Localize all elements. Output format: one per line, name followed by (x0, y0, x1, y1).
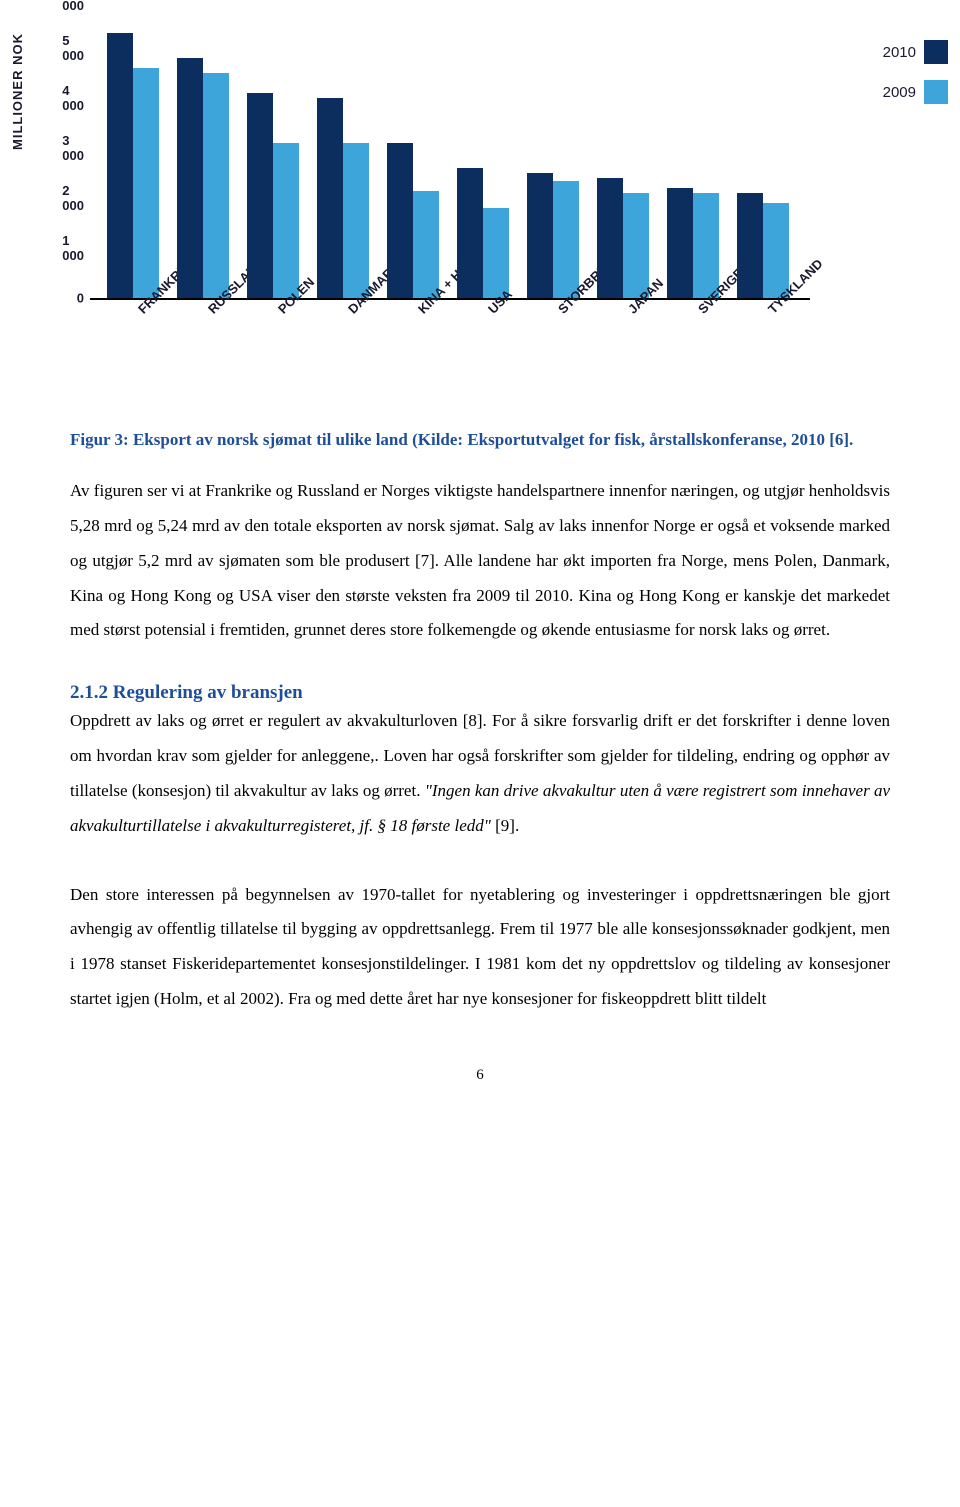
bar-group: STORBRITANNIA (527, 173, 583, 298)
bar-2010 (457, 168, 483, 298)
bar-group: JAPAN (597, 178, 653, 298)
paragraph-2: Oppdrett av laks og ørret er regulert av… (70, 704, 890, 843)
bar-2009 (343, 143, 369, 298)
bar-2010 (387, 143, 413, 298)
legend-swatch (924, 40, 948, 64)
bar-2009 (623, 193, 649, 298)
bar-2009 (413, 191, 439, 299)
bar-2010 (247, 93, 273, 298)
bar-2010 (317, 98, 343, 298)
bar-group: SVERIGE (667, 188, 723, 298)
paragraph-3: Den store interessen på begynnelsen av 1… (70, 878, 890, 1017)
bar-2009 (133, 68, 159, 298)
bar-2009 (203, 73, 229, 298)
figure-caption: Figur 3: Eksport av norsk sjømat til uli… (70, 430, 890, 450)
bar-group: TYSKLAND (737, 193, 793, 298)
bars-container: FRANKRIKERUSSLANDPOLENDANMARKKINA + HKUS… (90, 0, 810, 298)
bar-2010 (107, 33, 133, 298)
ytick-label: 0 (77, 291, 84, 306)
ytick-label: 5 000 (62, 33, 84, 63)
export-bar-chart: MILLIONER NOK FRANKRIKERUSSLANDPOLENDANM… (0, 0, 960, 420)
bar-group: POLEN (247, 93, 303, 298)
bar-group: FRANKRIKE (107, 33, 163, 298)
bar-group: DANMARK (317, 98, 373, 298)
ytick-label: 2 000 (62, 183, 84, 213)
page-number: 6 (70, 1067, 890, 1084)
ytick-label: 4 000 (62, 83, 84, 113)
bar-2009 (763, 203, 789, 298)
legend-item: 2010 (883, 40, 948, 64)
paragraph-1: Av figuren ser vi at Frankrike og Russla… (70, 474, 890, 648)
ytick-label: 3 000 (62, 133, 84, 163)
section-heading: 2.1.2 Regulering av bransjen (70, 682, 890, 704)
chart-plot-area: FRANKRIKERUSSLANDPOLENDANMARKKINA + HKUS… (90, 0, 810, 300)
bar-2010 (597, 178, 623, 298)
bar-2009 (483, 208, 509, 298)
bar-2009 (273, 143, 299, 298)
legend-swatch (924, 80, 948, 104)
bar-2010 (177, 58, 203, 298)
bar-group: RUSSLAND (177, 58, 233, 298)
bar-2010 (737, 193, 763, 298)
bar-2009 (553, 181, 579, 299)
bar-2010 (667, 188, 693, 298)
chart-legend: 2010 2009 (883, 40, 948, 120)
yaxis-label: MILLIONER NOK (10, 33, 25, 150)
ytick-label: 6 000 (62, 0, 84, 13)
paragraph-2b: [9]. (491, 816, 519, 835)
bar-2009 (693, 193, 719, 298)
bar-group: USA (457, 168, 513, 298)
legend-label: 2010 (883, 44, 916, 61)
ytick-label: 1 000 (62, 233, 84, 263)
legend-label: 2009 (883, 84, 916, 101)
bar-group: KINA + HK (387, 143, 443, 298)
legend-item: 2009 (883, 80, 948, 104)
bar-2010 (527, 173, 553, 298)
